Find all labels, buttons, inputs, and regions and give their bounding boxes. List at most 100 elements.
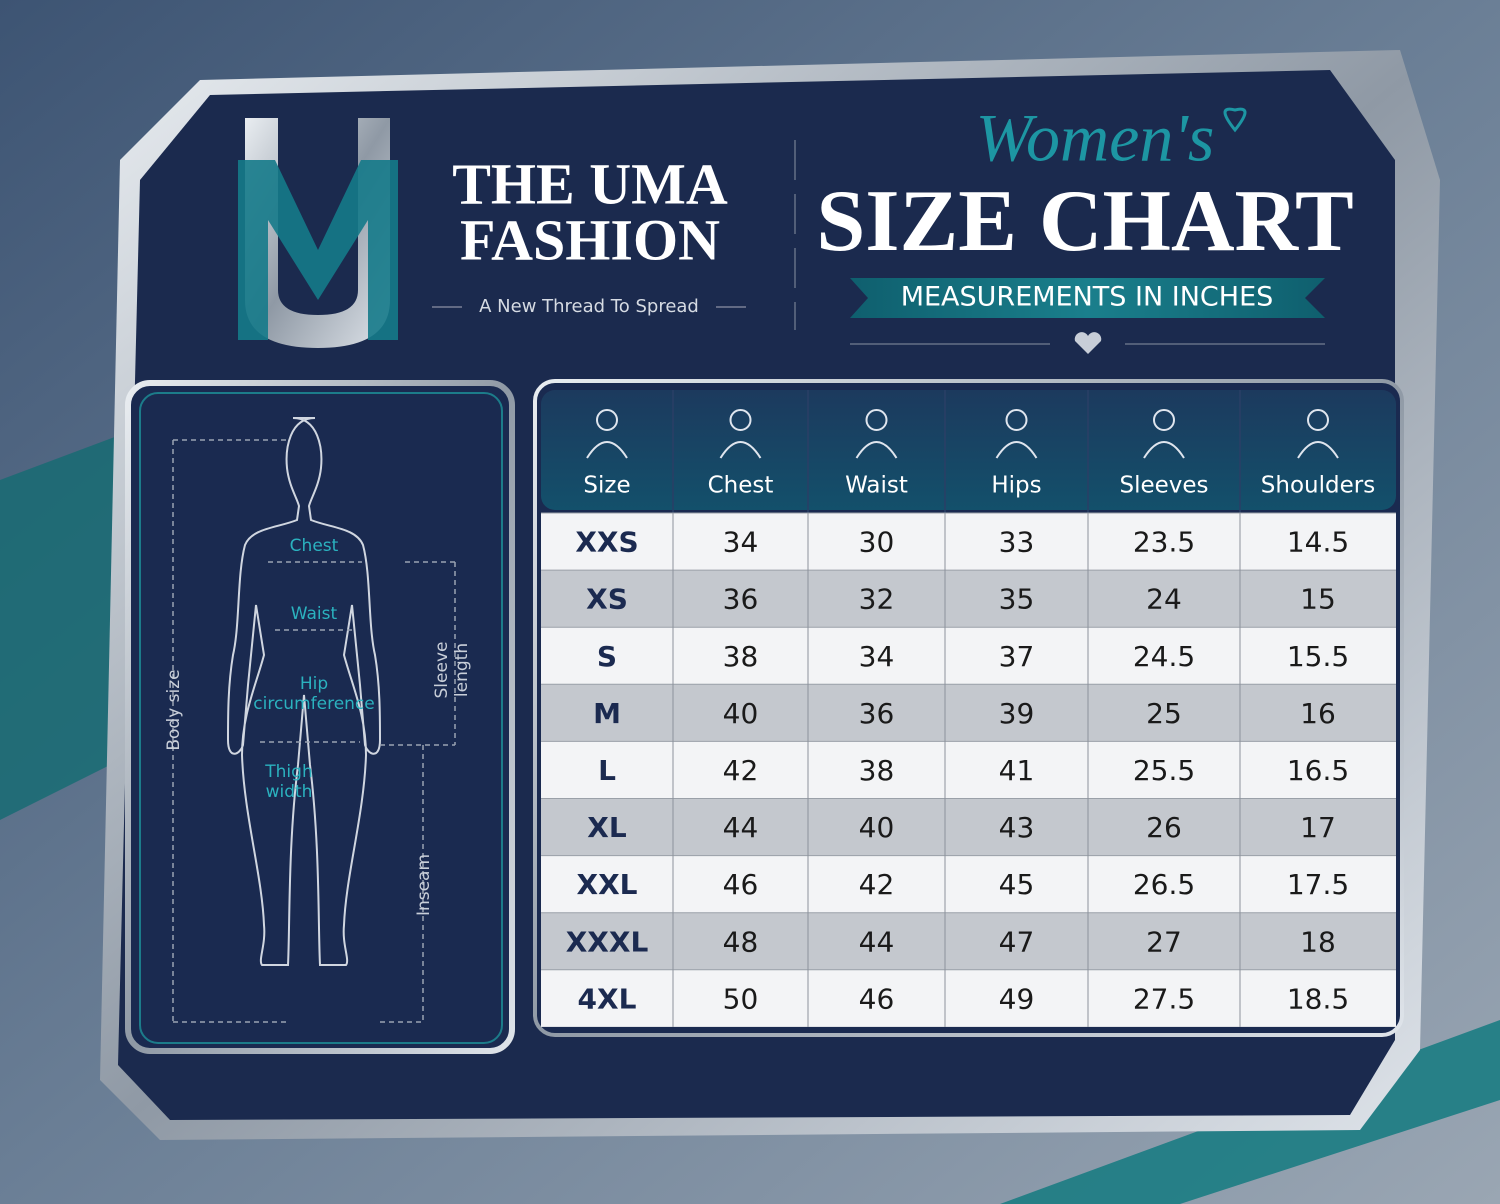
cell-value: 18 bbox=[1300, 925, 1336, 958]
header-icon bbox=[586, 441, 628, 459]
header-icon bbox=[1005, 409, 1028, 431]
size-label: XS bbox=[586, 583, 628, 616]
column-header: Size bbox=[583, 473, 630, 499]
logo bbox=[238, 118, 398, 348]
size-label: L bbox=[598, 754, 616, 787]
cell-value: 47 bbox=[999, 925, 1035, 958]
cell-value: 17 bbox=[1300, 811, 1336, 844]
cell-value: 37 bbox=[999, 640, 1035, 673]
cell-value: 41 bbox=[999, 754, 1035, 787]
measure-lines bbox=[172, 439, 456, 1023]
cell-value: 48 bbox=[723, 925, 759, 958]
cell-value: 27.5 bbox=[1133, 982, 1195, 1015]
header-icon bbox=[1143, 441, 1185, 459]
title: SIZE CHART bbox=[816, 173, 1353, 270]
size-label: XXS bbox=[575, 526, 638, 559]
table-row bbox=[541, 627, 1396, 685]
header-icon bbox=[1307, 409, 1329, 431]
diagram-label: Hip circumference bbox=[253, 674, 374, 714]
cell-value: 34 bbox=[859, 640, 895, 673]
diagram-labels: Chest Waist Hip circumference Thigh width Slee… bbox=[164, 536, 472, 916]
table-row bbox=[541, 684, 1396, 742]
column-header: Sleeves bbox=[1119, 473, 1208, 499]
size-label: 4XL bbox=[578, 982, 637, 1015]
diagram-label: Inseam bbox=[414, 854, 434, 916]
subtitle: MEASUREMENTS IN INCHES bbox=[901, 282, 1274, 313]
header-icon bbox=[1297, 441, 1339, 459]
cell-value: 38 bbox=[723, 640, 759, 673]
header-icon bbox=[995, 441, 1038, 459]
cell-value: 26.5 bbox=[1133, 868, 1195, 901]
diagram-label: Waist bbox=[291, 604, 338, 624]
diagram-label: Body size bbox=[164, 669, 184, 750]
cell-value: 49 bbox=[999, 982, 1035, 1015]
cell-value: 50 bbox=[723, 982, 759, 1015]
cell-value: 27 bbox=[1146, 925, 1182, 958]
size-label: XXXL bbox=[566, 925, 649, 958]
cell-value: 43 bbox=[999, 811, 1035, 844]
heart-icon bbox=[1074, 332, 1102, 354]
cell-value: 23.5 bbox=[1133, 526, 1195, 559]
cell-value: 33 bbox=[999, 526, 1035, 559]
diagram-label: Thigh width bbox=[264, 762, 312, 802]
cell-value: 14.5 bbox=[1287, 526, 1349, 559]
cell-value: 15.5 bbox=[1287, 640, 1349, 673]
cell-value: 44 bbox=[859, 925, 895, 958]
cell-value: 36 bbox=[723, 583, 759, 616]
cell-value: 30 bbox=[859, 526, 895, 559]
diagram-frame bbox=[139, 392, 503, 1044]
cell-value: 44 bbox=[723, 811, 759, 844]
table-row bbox=[541, 513, 1396, 571]
cell-value: 16.5 bbox=[1287, 754, 1349, 787]
size-label: S bbox=[597, 640, 617, 673]
cell-value: 46 bbox=[723, 868, 759, 901]
header-icon bbox=[1153, 409, 1175, 431]
cell-value: 34 bbox=[723, 526, 759, 559]
size-label: XL bbox=[587, 811, 627, 844]
cell-value: 26 bbox=[1146, 811, 1182, 844]
diagram-label: Sleevelength bbox=[432, 642, 472, 699]
table-row bbox=[541, 570, 1396, 628]
cell-value: 45 bbox=[999, 868, 1035, 901]
table-row bbox=[541, 912, 1396, 970]
header-icon bbox=[855, 441, 898, 459]
size-table: Size Chest Waist Hips Sleeves Shoulders XXS 34 3… bbox=[541, 390, 1396, 1027]
table-row bbox=[541, 741, 1396, 799]
column-header: Shoulders bbox=[1261, 473, 1375, 499]
cell-value: 40 bbox=[723, 697, 759, 730]
cell-value: 25.5 bbox=[1133, 754, 1195, 787]
cell-value: 35 bbox=[999, 583, 1035, 616]
table-header bbox=[541, 390, 1396, 510]
cell-value: 42 bbox=[723, 754, 759, 787]
header-icon bbox=[729, 409, 752, 431]
brand-name: FASHION bbox=[460, 207, 720, 272]
table-row bbox=[541, 855, 1396, 913]
cell-value: 36 bbox=[859, 697, 895, 730]
cell-value: 46 bbox=[859, 982, 895, 1015]
cell-value: 18.5 bbox=[1287, 982, 1349, 1015]
cell-value: 16 bbox=[1300, 697, 1336, 730]
header-icon bbox=[719, 441, 762, 459]
cell-value: 32 bbox=[859, 583, 895, 616]
size-label: XXL bbox=[576, 868, 637, 901]
header-icon bbox=[865, 409, 888, 431]
column-header: Hips bbox=[991, 473, 1041, 499]
diagram-label: Chest bbox=[290, 536, 339, 556]
table-row bbox=[541, 798, 1396, 856]
cell-value: 24.5 bbox=[1133, 640, 1195, 673]
cell-value: 38 bbox=[859, 754, 895, 787]
diagram-panel bbox=[125, 380, 515, 1054]
cell-value: 40 bbox=[859, 811, 895, 844]
cell-value: 24 bbox=[1146, 583, 1182, 616]
cell-value: 42 bbox=[859, 868, 895, 901]
cell-value: 15 bbox=[1300, 583, 1336, 616]
body-outline bbox=[226, 417, 382, 966]
tagline: A New Thread To Spread bbox=[479, 296, 699, 317]
heart-icon bbox=[1223, 107, 1247, 133]
cell-value: 25 bbox=[1146, 697, 1182, 730]
column-header: Chest bbox=[708, 473, 774, 499]
column-header: Waist bbox=[845, 473, 908, 499]
size-label: M bbox=[593, 697, 621, 730]
